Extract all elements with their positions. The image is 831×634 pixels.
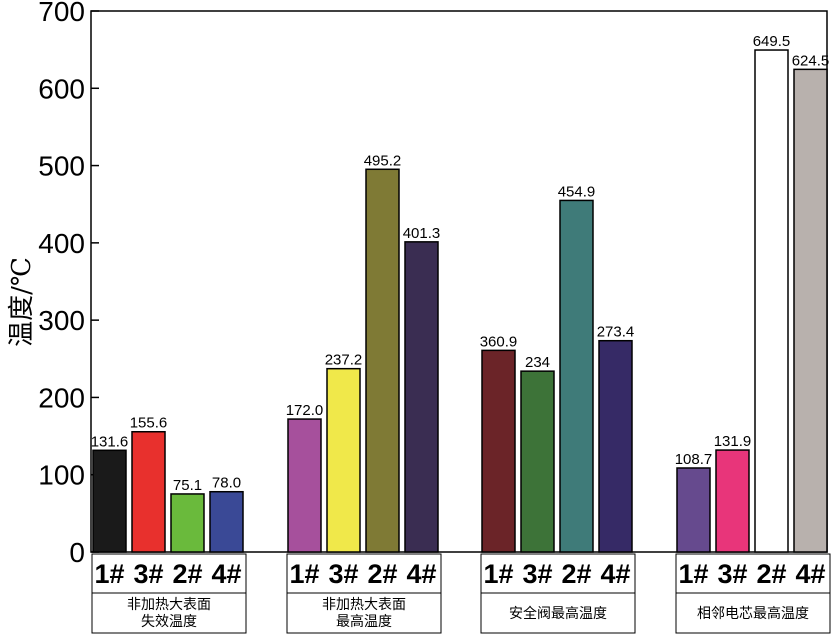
bar-value-label: 75.1 [173,477,202,494]
group-name-box [675,592,831,634]
x-tick-label: 3# [717,559,747,589]
y-axis-label: 温度/℃ [7,257,37,347]
bar-group: 360.9 234 454.9 273.4 [480,183,635,553]
bar [287,418,322,553]
bar [676,467,711,553]
bar-value-label: 401.3 [403,225,441,242]
group-name-box [480,592,636,634]
bar [404,241,439,553]
bar [365,168,400,553]
bar-value-label: 360.9 [480,333,518,350]
group-name-label: 最高温度 [336,613,392,630]
group-name-label: 相邻电芯最高温度 [697,605,809,622]
bar [131,430,166,553]
group-name-label: 非加热大表面 [127,597,211,613]
bar-value-label: 131.9 [714,433,752,450]
category-box-border [480,553,636,594]
bar-value-label: 495.2 [364,152,402,169]
bar-value-label: 234 [525,354,550,371]
x-tick-label: 3# [522,559,552,589]
bar [209,490,244,553]
y-tick-label: 0 [69,537,85,568]
bar [170,493,205,553]
y-tick-label: 400 [38,228,85,259]
x-tick-label: 4# [406,559,436,589]
y-axis: 0 100 200 300 400 500 600 700 [38,0,99,568]
bar-value-label: 454.9 [558,183,596,200]
bar-value-label: 172.0 [286,402,324,419]
bar-value-label: 108.7 [675,451,713,468]
x-tick-label: 1# [94,559,124,589]
bar [92,449,127,553]
x-tick-label: 2# [172,559,202,589]
bar [559,199,594,553]
category-box-border [675,553,831,594]
x-tick-label: 4# [600,559,630,589]
bar-value-label: 649.5 [753,33,791,50]
y-tick-label: 100 [38,460,85,491]
x-tick-label: 2# [756,559,786,589]
group-name-label: 安全阀最高温度 [509,605,607,622]
category-box-border [286,553,442,594]
bar-value-label: 131.6 [91,433,129,450]
bar-value-label: 155.6 [130,415,168,432]
bar-value-label: 78.0 [212,475,241,492]
y-tick-label: 700 [38,0,85,27]
x-tick-label: 3# [133,559,163,589]
bar-value-label: 624.5 [792,52,830,69]
bar [754,49,789,553]
bar [715,449,750,553]
bar-group: 172.0 237.2 495.2 401.3 [286,152,441,553]
bar [481,349,516,553]
bar [326,367,361,553]
x-tick-label: 1# [678,559,708,589]
bar [598,339,633,553]
y-tick-label: 600 [38,73,85,104]
y-tick-label: 500 [38,151,85,182]
group-name-box [286,592,442,634]
x-tick-label: 1# [289,559,319,589]
y-tick-label: 200 [38,382,85,413]
x-tick-label: 3# [328,559,358,589]
bar [520,370,555,553]
group-name-label: 失效温度 [141,614,197,630]
bar-value-label: 237.2 [325,352,363,369]
x-category-box: 1# 3# 2# 4# 相邻电芯最高温度 [675,553,831,634]
y-tick-label: 300 [38,305,85,336]
x-tick-label: 1# [483,559,513,589]
x-category-box: 1# 3# 2# 4# 安全阀最高温度 [480,553,636,634]
x-tick-label: 2# [561,559,591,589]
group-name-box [91,592,247,634]
x-tick-label: 4# [211,559,241,589]
x-tick-label: 2# [367,559,397,589]
x-tick-label: 4# [795,559,825,589]
bar [793,68,828,553]
bar-value-label: 273.4 [597,324,635,341]
group-name-label: 非加热大表面 [322,597,406,613]
